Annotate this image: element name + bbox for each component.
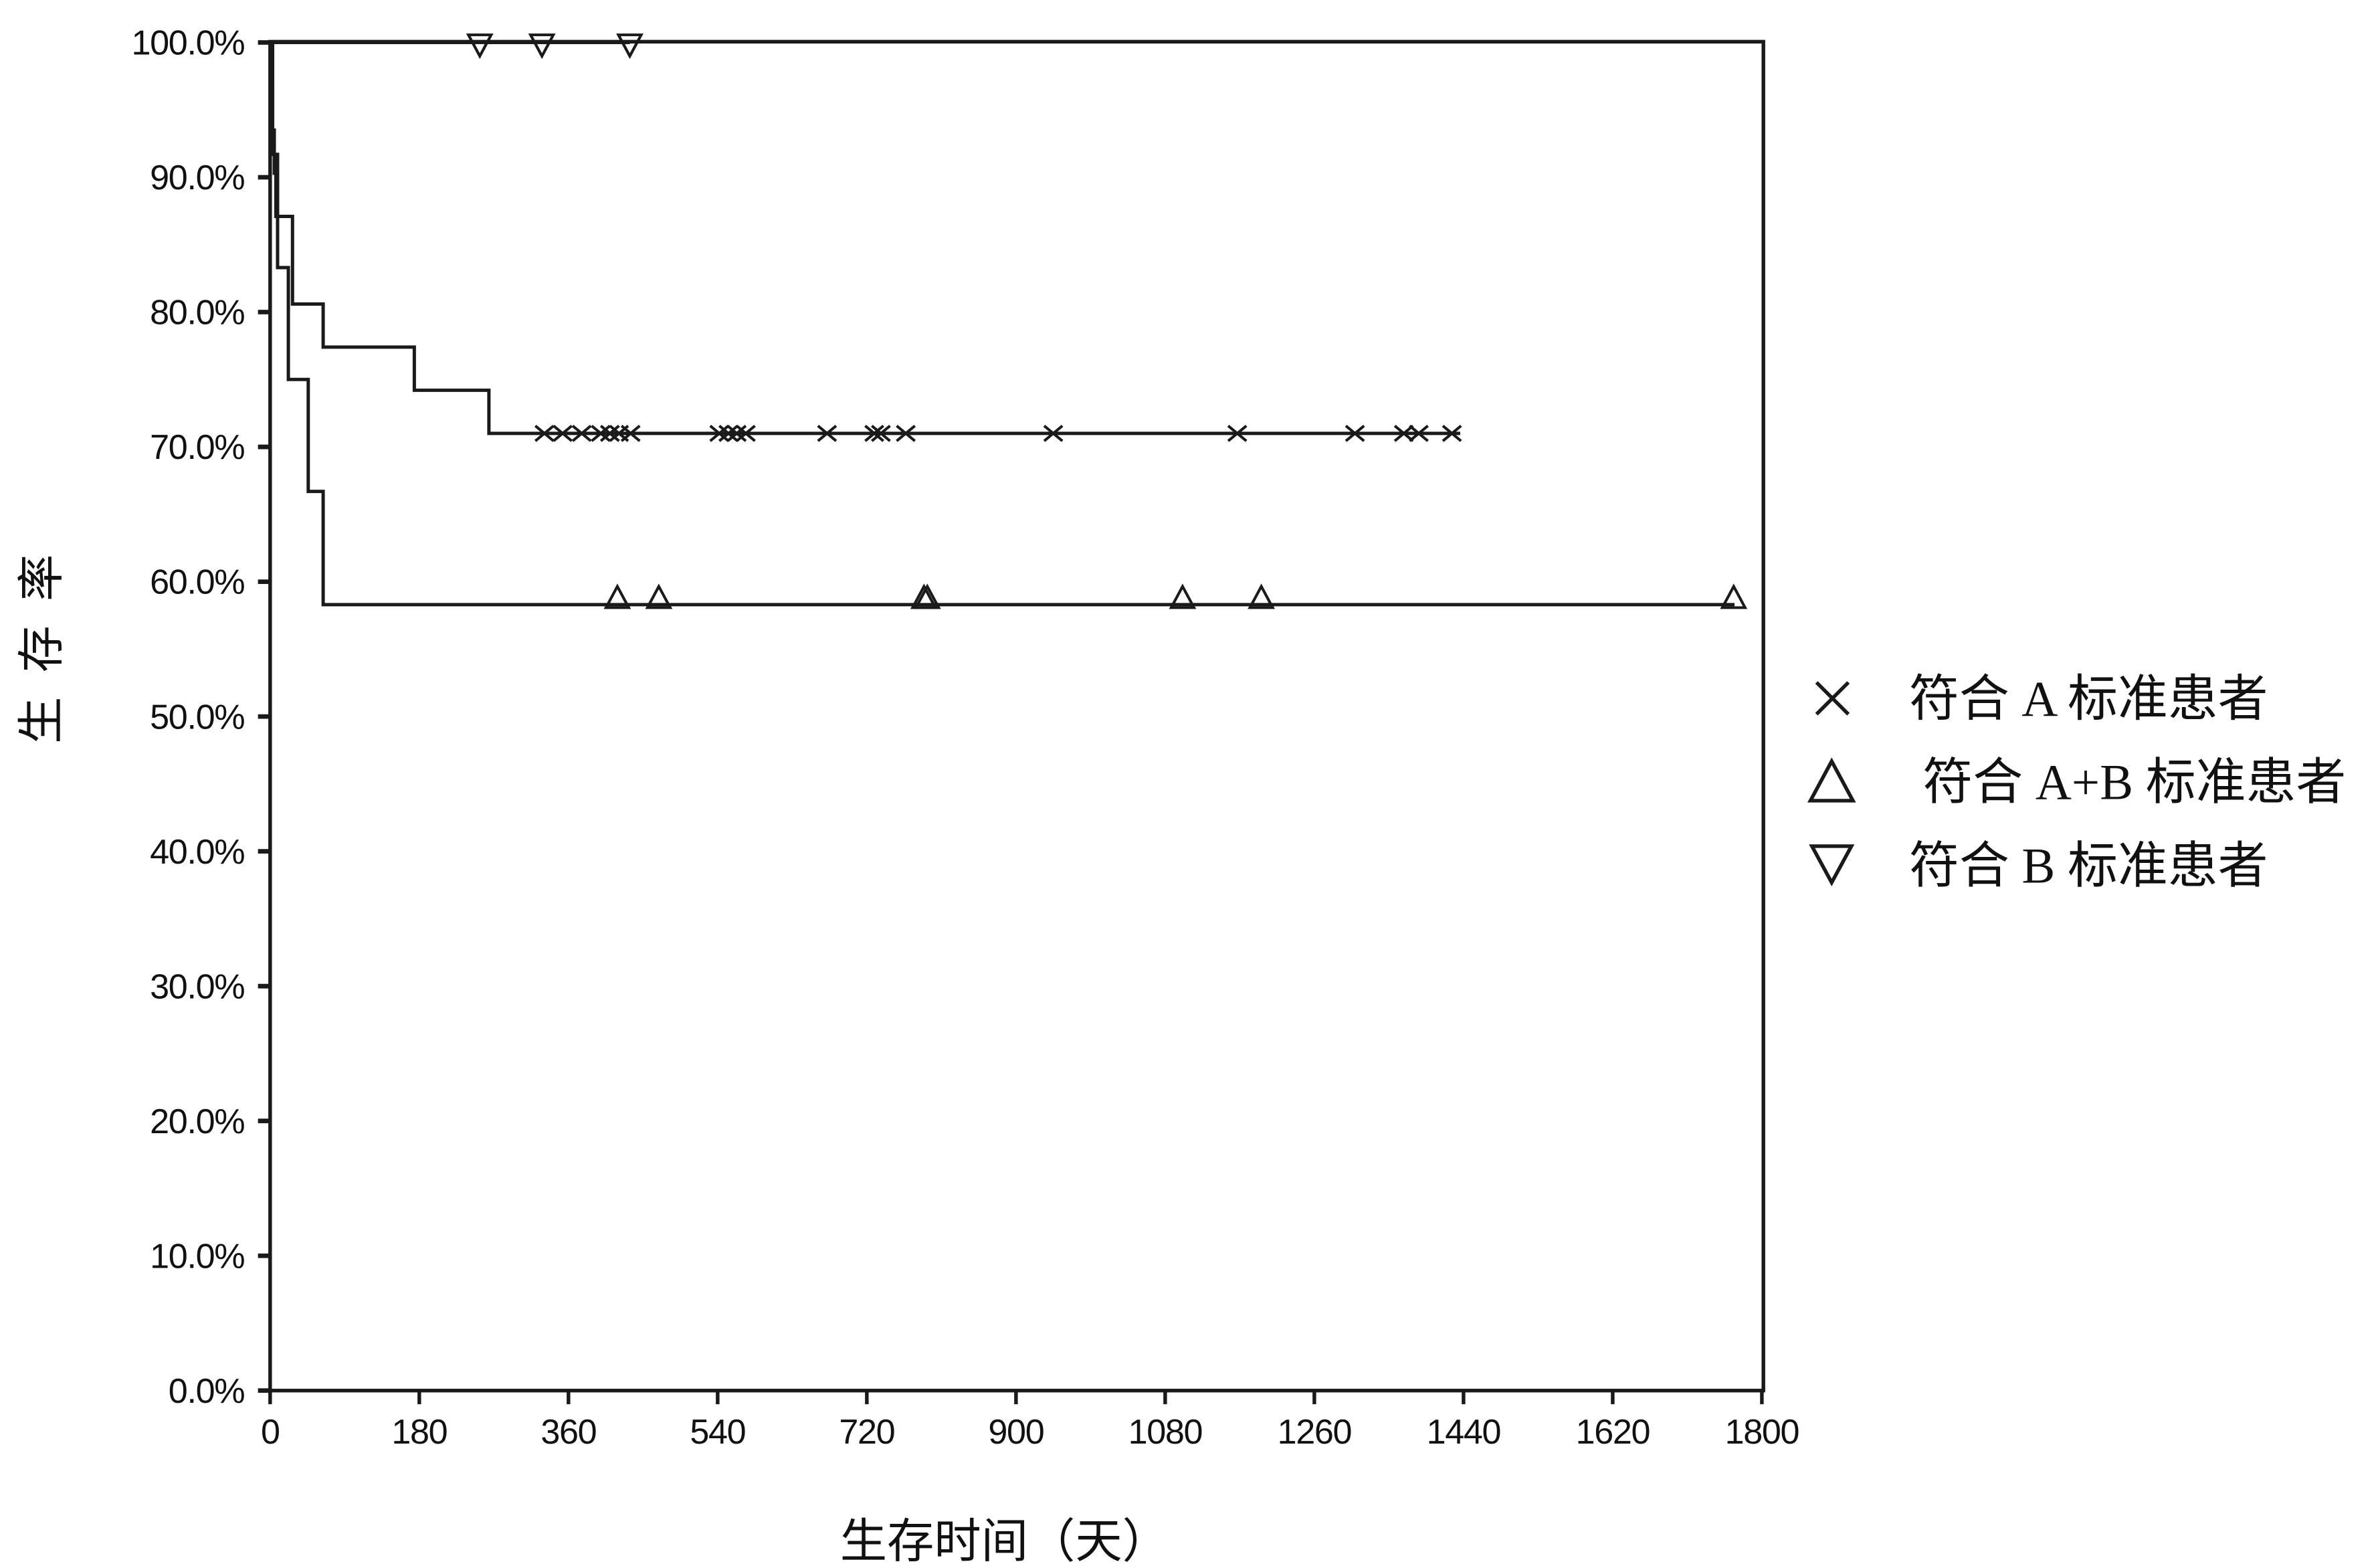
censor-mark-x — [871, 425, 891, 442]
censor-mark-x — [1227, 425, 1248, 442]
censor-mark-x — [1442, 425, 1462, 442]
x-tick-label: 540 — [690, 1413, 745, 1452]
survival-curves — [269, 40, 1735, 607]
y-tick-label: 60.0% — [150, 563, 244, 602]
censor-mark-triangle-up — [645, 583, 673, 609]
censor-mark-x — [736, 425, 756, 442]
censor-mark-triangle-up — [913, 583, 941, 609]
y-tick-label: 40.0% — [150, 833, 244, 872]
censor-mark-triangle-up — [603, 583, 631, 609]
legend-item-a-plus-b: 符合 A+B 标准患者 — [1807, 755, 2346, 811]
y-axis: 0.0% 10.0% 20.0% 30.0% 40.0% 50.0% 60.0% 70.0% 8… — [132, 24, 270, 1411]
series-line-triangle-up — [270, 40, 1735, 607]
censor-mark-x — [620, 425, 641, 442]
x-tick-label: 180 — [391, 1413, 447, 1452]
legend-x-marker — [1815, 681, 1850, 716]
x-tick-label: 720 — [839, 1413, 894, 1452]
x-axis: 0 180 360 540 720 900 1080 1260 1440 1620 1800 — [261, 1390, 1800, 1452]
y-tick-label: 30.0% — [150, 967, 244, 1006]
censor-mark-x — [1043, 425, 1064, 442]
x-tick-label: 1440 — [1427, 1413, 1501, 1452]
censor-mark-x — [726, 425, 747, 442]
y-tick-label: 10.0% — [150, 1237, 244, 1276]
censor-mark-x — [1393, 425, 1414, 442]
legend-label-a: 符合 A 标准患者 — [1909, 672, 2268, 727]
censor-mark-x — [817, 425, 837, 442]
legend-item-b: 符合 B 标准患者 — [1809, 838, 2268, 894]
censor-markers — [466, 33, 1748, 609]
censor-mark-triangle-down — [616, 33, 643, 60]
censor-mark-triangle-down — [466, 33, 494, 60]
y-tick-label: 50.0% — [150, 698, 244, 737]
x-tick-label: 1800 — [1725, 1413, 1799, 1452]
x-tick-label: 0 — [261, 1413, 280, 1452]
y-tick-label: 100.0% — [132, 24, 245, 63]
censor-mark-x — [896, 425, 916, 442]
censor-mark-triangle-up — [1248, 583, 1276, 609]
censor-mark-x — [591, 425, 611, 442]
censor-mark-x — [718, 425, 738, 442]
x-tick-label: 1620 — [1576, 1413, 1650, 1452]
y-tick-label: 80.0% — [150, 294, 244, 332]
censor-mark-x — [1409, 425, 1429, 442]
legend-label-b: 符合 B 标准患者 — [1909, 838, 2268, 894]
censor-mark-x — [553, 425, 573, 442]
censor-mark-x — [571, 425, 592, 442]
censor-mark-triangle-up — [1169, 583, 1197, 609]
censor-mark-x — [1345, 425, 1365, 442]
x-tick-label: 1080 — [1128, 1413, 1203, 1452]
x-tick-label: 1260 — [1278, 1413, 1352, 1452]
censor-mark-x — [864, 425, 884, 442]
censor-mark-triangle-up — [1720, 583, 1748, 609]
legend-label-a-plus-b: 符合 A+B 标准患者 — [1922, 755, 2346, 811]
y-axis-label: 生存率 — [16, 530, 68, 744]
censor-mark-x — [599, 425, 620, 442]
legend-triangle-up-marker — [1807, 757, 1856, 803]
x-axis-label: 生存时间（天） — [840, 1516, 1169, 1568]
legend-triangle-down-marker — [1809, 844, 1855, 887]
censor-mark-triangle-down — [528, 33, 556, 60]
x-tick-label: 360 — [540, 1413, 596, 1452]
legend-item-a: 符合 A 标准患者 — [1815, 672, 2268, 727]
censor-mark-x — [709, 425, 730, 442]
censor-mark-x — [534, 425, 555, 442]
y-tick-label: 90.0% — [150, 159, 244, 197]
legend: 符合 A 标准患者 符合 A+B 标准患者 符合 B 标准患者 — [1807, 672, 2346, 894]
y-tick-label: 70.0% — [150, 428, 244, 467]
x-tick-label: 900 — [988, 1413, 1044, 1452]
y-tick-label: 20.0% — [150, 1102, 244, 1141]
y-tick-label: 0.0% — [169, 1372, 244, 1411]
